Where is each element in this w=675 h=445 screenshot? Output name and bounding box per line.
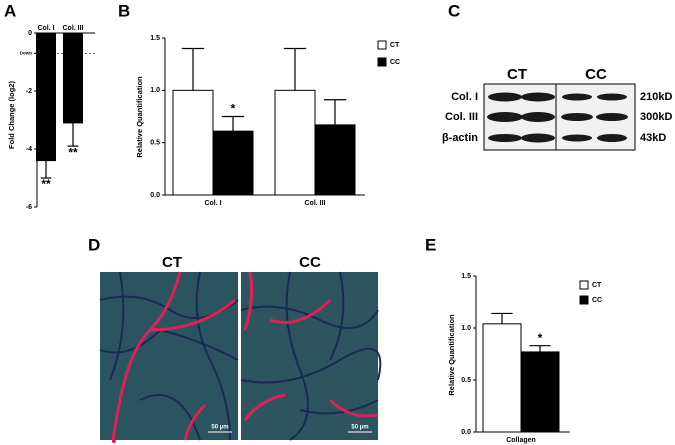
bar: [212, 130, 254, 196]
legend-swatch: [579, 280, 589, 290]
row-label: Col. III: [445, 111, 478, 123]
panel-letter: B: [118, 1, 130, 20]
bar: [63, 32, 83, 124]
x-tick-label: Col. III: [305, 200, 326, 207]
y-tick-label: 1.5: [461, 273, 471, 280]
collagen-stain: [111, 271, 379, 444]
y-tick-label: 0.0: [150, 192, 160, 199]
y-tick-label: Down: [20, 50, 32, 55]
significance-label: *: [231, 102, 236, 116]
significance-label: **: [41, 177, 51, 191]
size-label: 43kD: [640, 132, 666, 144]
western-blot: C CT CC Col. I Col. III β-actin 210kD 30…: [442, 1, 672, 151]
legend-swatch: [579, 295, 589, 305]
significance-label: *: [538, 331, 543, 345]
bar: [482, 323, 522, 433]
group-label: CT: [507, 66, 527, 83]
x-tick-label: Collagen: [506, 437, 536, 444]
y-tick-label: -4: [26, 146, 32, 153]
group-label: CT: [162, 254, 182, 271]
size-label: 300kD: [640, 111, 672, 123]
y-tick-label: 1.5: [150, 35, 160, 42]
panel-letter: D: [88, 235, 100, 254]
y-tick-label: 1.0: [150, 87, 160, 94]
y-tick-label: 0.5: [150, 140, 160, 147]
y-tick-label: 0.0: [461, 429, 471, 436]
row-label: Col. I: [451, 91, 478, 103]
panel-letter: A: [4, 1, 16, 20]
panel-letter: C: [448, 1, 460, 20]
y-axis-label: Fold Change (log2): [7, 81, 16, 149]
size-label: 210kD: [640, 91, 672, 103]
micrographs: D CT CC 50 µm 50 µm: [88, 235, 382, 444]
bar: [314, 124, 356, 196]
scale-bar-label: 50 µm: [211, 425, 228, 431]
group-label: CC: [585, 66, 607, 83]
y-tick-label: 1.0: [461, 325, 471, 332]
bar: [172, 89, 214, 196]
bands: [487, 92, 628, 143]
y-tick-label: -6: [26, 204, 32, 211]
bar: [520, 351, 560, 433]
panel-letter: E: [425, 235, 436, 254]
x-tick-label: Col. III: [63, 25, 84, 32]
y-axis-label: Relative Quantification: [447, 314, 456, 396]
legend-label: CC: [390, 59, 400, 66]
x-tick-label: Col. I: [204, 200, 221, 207]
y-tick-label: 0.5: [461, 377, 471, 384]
y-tick-label: 0: [28, 30, 32, 37]
bar: [274, 89, 316, 196]
group-label: CC: [299, 254, 321, 271]
legend-label: CT: [390, 42, 400, 49]
legend-label: CC: [592, 297, 602, 304]
legend-swatch: [377, 40, 387, 50]
x-tick-label: Col. I: [37, 25, 54, 32]
legend-swatch: [377, 57, 387, 67]
y-tick-label: -2: [26, 88, 32, 95]
row-label: β-actin: [442, 132, 478, 144]
significance-label: **: [68, 145, 78, 159]
scale-bar-label: 50 µm: [351, 425, 368, 431]
y-axis-label: Relative Quantification: [135, 76, 144, 158]
bar: [36, 32, 56, 162]
legend-label: CT: [592, 282, 602, 289]
